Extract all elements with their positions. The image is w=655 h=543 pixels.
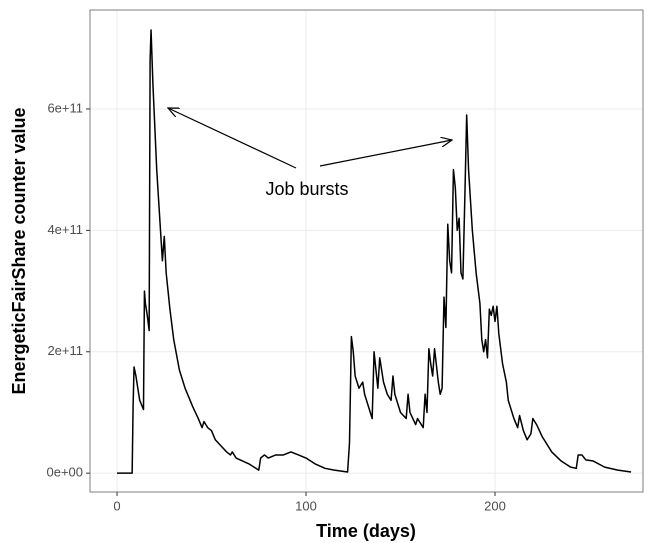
panel-border [89, 9, 644, 493]
arrow [319, 140, 452, 167]
x-tick-label: 200 [484, 498, 506, 513]
annotation: Job bursts [265, 179, 348, 199]
arrow [168, 108, 297, 169]
x-tick-label: 0 [113, 498, 120, 513]
x-tick-label: 100 [295, 498, 317, 513]
y-axis-title: EnergeticFairShare counter value [9, 107, 29, 394]
line-layer [117, 29, 632, 474]
x-axis-title: Time (days) [316, 521, 416, 541]
y-tick-label: 2e+11 [47, 343, 83, 358]
y-tick-label: 6e+11 [47, 100, 83, 115]
y-tick-label: 4e+11 [47, 222, 83, 237]
data-line [117, 29, 632, 474]
y-tick-label: 0e+00 [46, 465, 83, 480]
grid-layer [90, 10, 643, 492]
